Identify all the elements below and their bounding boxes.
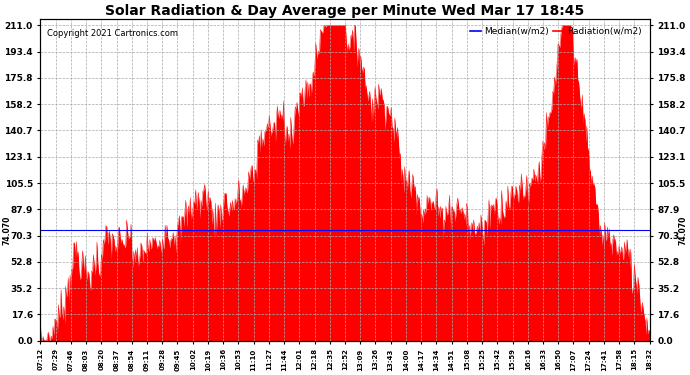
- Title: Solar Radiation & Day Average per Minute Wed Mar 17 18:45: Solar Radiation & Day Average per Minute…: [106, 4, 584, 18]
- Text: 74.070: 74.070: [3, 215, 12, 244]
- Text: 74.070: 74.070: [678, 215, 687, 244]
- Legend: Median(w/m2), Radiation(w/m2): Median(w/m2), Radiation(w/m2): [467, 24, 645, 40]
- Text: Copyright 2021 Cartronics.com: Copyright 2021 Cartronics.com: [46, 29, 177, 38]
